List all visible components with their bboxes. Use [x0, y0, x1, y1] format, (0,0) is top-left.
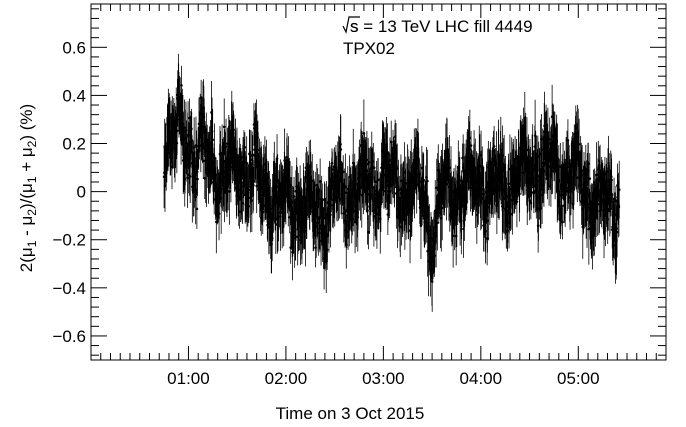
x-tick-label: 05:00: [557, 369, 600, 388]
data-point: [528, 199, 531, 203]
data-point: [365, 158, 369, 162]
sqrt-s-letter: s: [350, 17, 359, 36]
data-point: [330, 168, 334, 171]
data-points-layer: [162, 53, 621, 312]
data-point: [194, 195, 197, 199]
detector-label: TPX02: [343, 39, 395, 58]
data-point: [422, 178, 425, 182]
energy-annotation: s s = 13 TeV LHC fill 4449: [342, 16, 533, 36]
x-axis-title: Time on 3 Oct 2015: [276, 404, 425, 423]
data-point: [228, 190, 231, 193]
data-point: [617, 188, 621, 191]
data-point: [362, 132, 366, 135]
data-point: [576, 176, 579, 179]
y-tick-label: 0.2: [62, 135, 86, 154]
x-tick-label: 04:00: [460, 369, 503, 388]
x-tick-label: 02:00: [265, 369, 308, 388]
data-point: [547, 184, 551, 188]
data-point: [261, 210, 265, 214]
data-point: [492, 144, 496, 148]
data-point: [188, 175, 192, 178]
x-tick-label: 01:00: [167, 369, 210, 388]
data-point: [251, 153, 255, 157]
y-tick-label: 0.4: [62, 86, 86, 105]
data-point: [195, 207, 199, 211]
data-point: [183, 126, 186, 129]
data-point: [186, 176, 189, 180]
x-tick-label: 03:00: [362, 369, 405, 388]
data-point: [469, 144, 473, 147]
data-point: [247, 188, 251, 192]
data-point: [317, 188, 321, 191]
data-point: [211, 138, 214, 142]
data-point: [201, 159, 205, 163]
y-tick-label: −0.4: [52, 279, 86, 298]
sqrt-symbol: [342, 16, 360, 34]
data-point: [468, 136, 472, 140]
data-point: [344, 185, 347, 189]
data-point: [588, 177, 592, 180]
data-point: [372, 215, 376, 218]
tick-labels: −0.6 −0.4 −0.2 0 0.2 0.4 0.6 01:00 02:00 03:00 04:…: [52, 38, 599, 388]
data-point: [515, 200, 519, 203]
data-point: [436, 221, 439, 225]
data-point: [180, 84, 183, 87]
data-point: [243, 146, 247, 149]
data-point: [367, 230, 370, 234]
data-point: [399, 225, 402, 229]
y-tick-label: 0: [77, 183, 86, 202]
axis-ticks: [91, 4, 666, 360]
data-point: [222, 125, 226, 129]
data-point: [551, 169, 554, 173]
y-tick-label: −0.6: [52, 327, 86, 346]
data-point: [445, 183, 448, 186]
data-point: [525, 148, 529, 152]
data-point: [451, 234, 455, 238]
data-point: [339, 148, 343, 151]
data-point: [175, 129, 179, 133]
data-point: [615, 230, 619, 234]
data-point: [486, 219, 489, 222]
data-point: [241, 201, 244, 205]
data-point: [440, 206, 444, 210]
data-point: [250, 199, 254, 202]
y-tick-label: 0.6: [62, 38, 86, 57]
data-point: [238, 210, 241, 213]
data-point: [395, 167, 399, 170]
data-point: [196, 177, 199, 181]
data-point: [577, 142, 581, 146]
data-point: [596, 199, 599, 202]
y-tick-label: −0.2: [52, 231, 86, 250]
data-point: [426, 179, 429, 183]
data-point: [507, 185, 511, 189]
data-point: [509, 212, 513, 216]
y-axis-title: 2(μ1 - μ2)/(μ1 + μ2) (%): [17, 104, 39, 272]
data-point: [561, 220, 564, 224]
data-point: [341, 170, 345, 174]
data-point: [376, 178, 380, 182]
data-point: [448, 166, 451, 170]
data-point: [249, 158, 253, 162]
data-point: [372, 166, 376, 170]
energy-fill-label: s = 13 TeV LHC fill 4449: [350, 17, 533, 36]
data-point: [292, 195, 296, 198]
